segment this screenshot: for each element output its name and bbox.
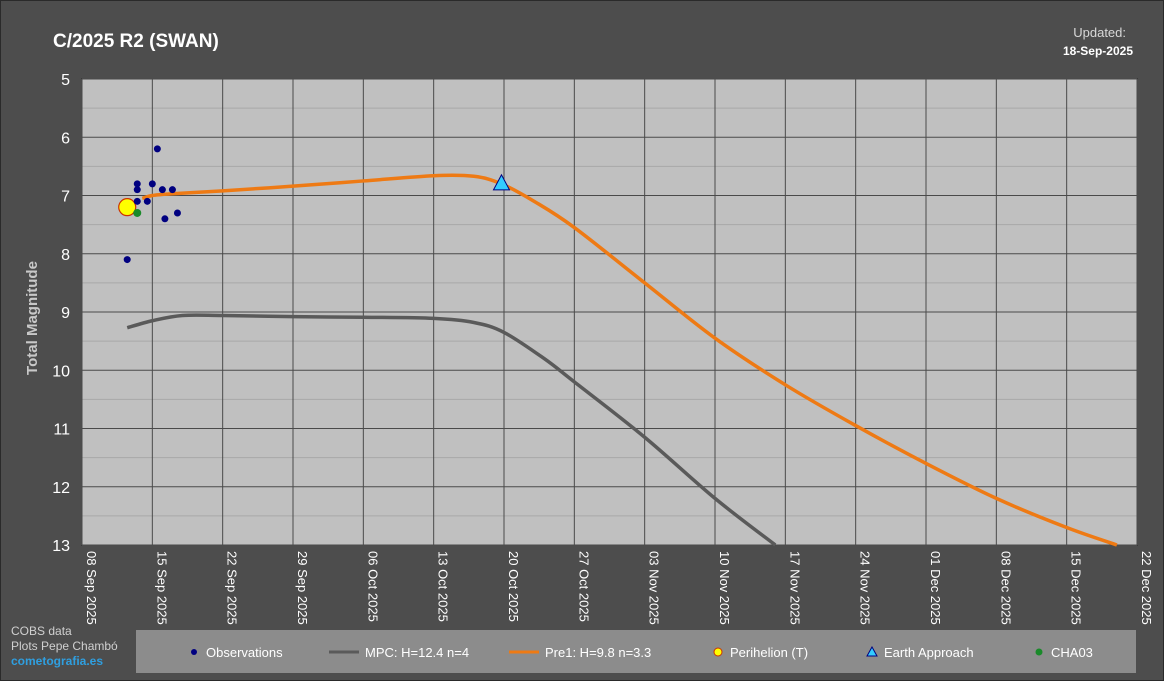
legend-perihelion: Perihelion (T)	[712, 643, 808, 661]
y-tick-label: 12	[52, 480, 70, 497]
y-tick-label: 11	[53, 422, 70, 439]
y-tick-label: 13	[52, 538, 70, 555]
observation-point	[148, 180, 156, 188]
x-tick-label: 01 Dec 2025	[928, 551, 943, 625]
x-tick-label: 29 Sep 2025	[295, 551, 310, 625]
updated-label: Updated:	[1073, 25, 1126, 40]
x-tick-label: 22 Dec 2025	[1139, 551, 1154, 625]
y-tick-label: 10	[52, 363, 70, 380]
x-tick-label: 27 Oct 2025	[576, 551, 591, 622]
pre1-line-icon	[509, 650, 539, 654]
observation-dot-icon	[191, 649, 197, 655]
y-axis-label: Total Magnitude	[24, 261, 41, 375]
x-tick-label: 22 Sep 2025	[225, 551, 240, 625]
y-tick-label: 5	[61, 72, 70, 89]
earth-approach-marker	[492, 173, 511, 191]
legend-perihelion-label: Perihelion (T)	[730, 644, 809, 660]
chart-title: C/2025 R2 (SWAN)	[53, 31, 219, 52]
legend-observations: Observations	[188, 643, 283, 661]
updated-date: 18-Sep-2025	[1062, 44, 1133, 58]
legend-mpc-label: MPC: H=12.4 n=4	[365, 644, 470, 660]
credits-source: COBS data	[11, 624, 72, 638]
credits: COBS data Plots Pepe Chambó cometografia…	[11, 624, 118, 669]
x-tick-label: 17 Nov 2025	[787, 551, 802, 625]
legend: Observations MPC: H=12.4 n=4 Pre1: H=9.8…	[136, 630, 1136, 673]
x-tick-label: 06 Oct 2025	[365, 551, 380, 622]
pre1-curve	[141, 173, 1118, 547]
legend-earth-approach: Earth Approach	[866, 643, 974, 661]
observation-point	[143, 197, 151, 205]
credits-site-link[interactable]: cometografia.es	[11, 654, 104, 668]
y-tick-label: 7	[61, 189, 70, 206]
legend-pre1: Pre1: H=9.8 n=3.3	[509, 643, 651, 661]
cha03-dot-icon	[1035, 648, 1043, 656]
x-tick-label: 15 Dec 2025	[1069, 551, 1084, 625]
x-tick-label: 08 Sep 2025	[84, 551, 99, 625]
x-tick-label: 20 Oct 2025	[506, 551, 521, 622]
observation-point	[173, 209, 181, 217]
observation-point	[133, 197, 141, 205]
mpc-curve	[126, 313, 777, 547]
x-tick-label: 03 Nov 2025	[647, 551, 662, 625]
x-tick-labels: 08 Sep 2025 15 Sep 2025 22 Sep 2025 29 Sep …	[84, 551, 1154, 625]
series-lines	[126, 173, 1118, 547]
grid-lines	[81, 78, 1138, 546]
x-tick-label: 08 Dec 2025	[998, 551, 1013, 625]
legend-mpc: MPC: H=12.4 n=4	[329, 643, 469, 661]
legend-earth-approach-label: Earth Approach	[884, 644, 974, 660]
observation-point	[123, 256, 131, 264]
credits-author: Plots Pepe Chambó	[11, 639, 118, 653]
legend-observations-label: Observations	[206, 644, 283, 660]
observation-point	[133, 186, 141, 194]
y-tick-label: 8	[61, 247, 70, 264]
observation-point	[158, 186, 166, 194]
observation-point	[161, 215, 169, 223]
observation-point	[168, 186, 176, 194]
observation-point	[153, 145, 161, 153]
y-tick-label: 9	[61, 305, 70, 322]
x-tick-label: 15 Sep 2025	[154, 551, 169, 625]
mpc-line-icon	[329, 650, 359, 654]
perihelion-marker	[118, 198, 137, 217]
legend-cha03-label: CHA03	[1051, 644, 1093, 660]
earth-approach-triangle-icon	[866, 646, 878, 657]
x-tick-label: 10 Nov 2025	[717, 551, 732, 625]
y-tick-labels: 5 6 7 8 9 10 11 12 13	[52, 72, 70, 555]
y-tick-label: 6	[61, 130, 70, 147]
data-points	[118, 145, 511, 264]
legend-cha03: CHA03	[1033, 643, 1093, 661]
cha03-point	[133, 208, 142, 217]
x-tick-label: 24 Nov 2025	[858, 551, 873, 625]
perihelion-dot-icon	[713, 647, 723, 657]
x-tick-label: 13 Oct 2025	[436, 551, 451, 622]
legend-pre1-label: Pre1: H=9.8 n=3.3	[545, 644, 652, 660]
observation-point	[133, 180, 141, 188]
